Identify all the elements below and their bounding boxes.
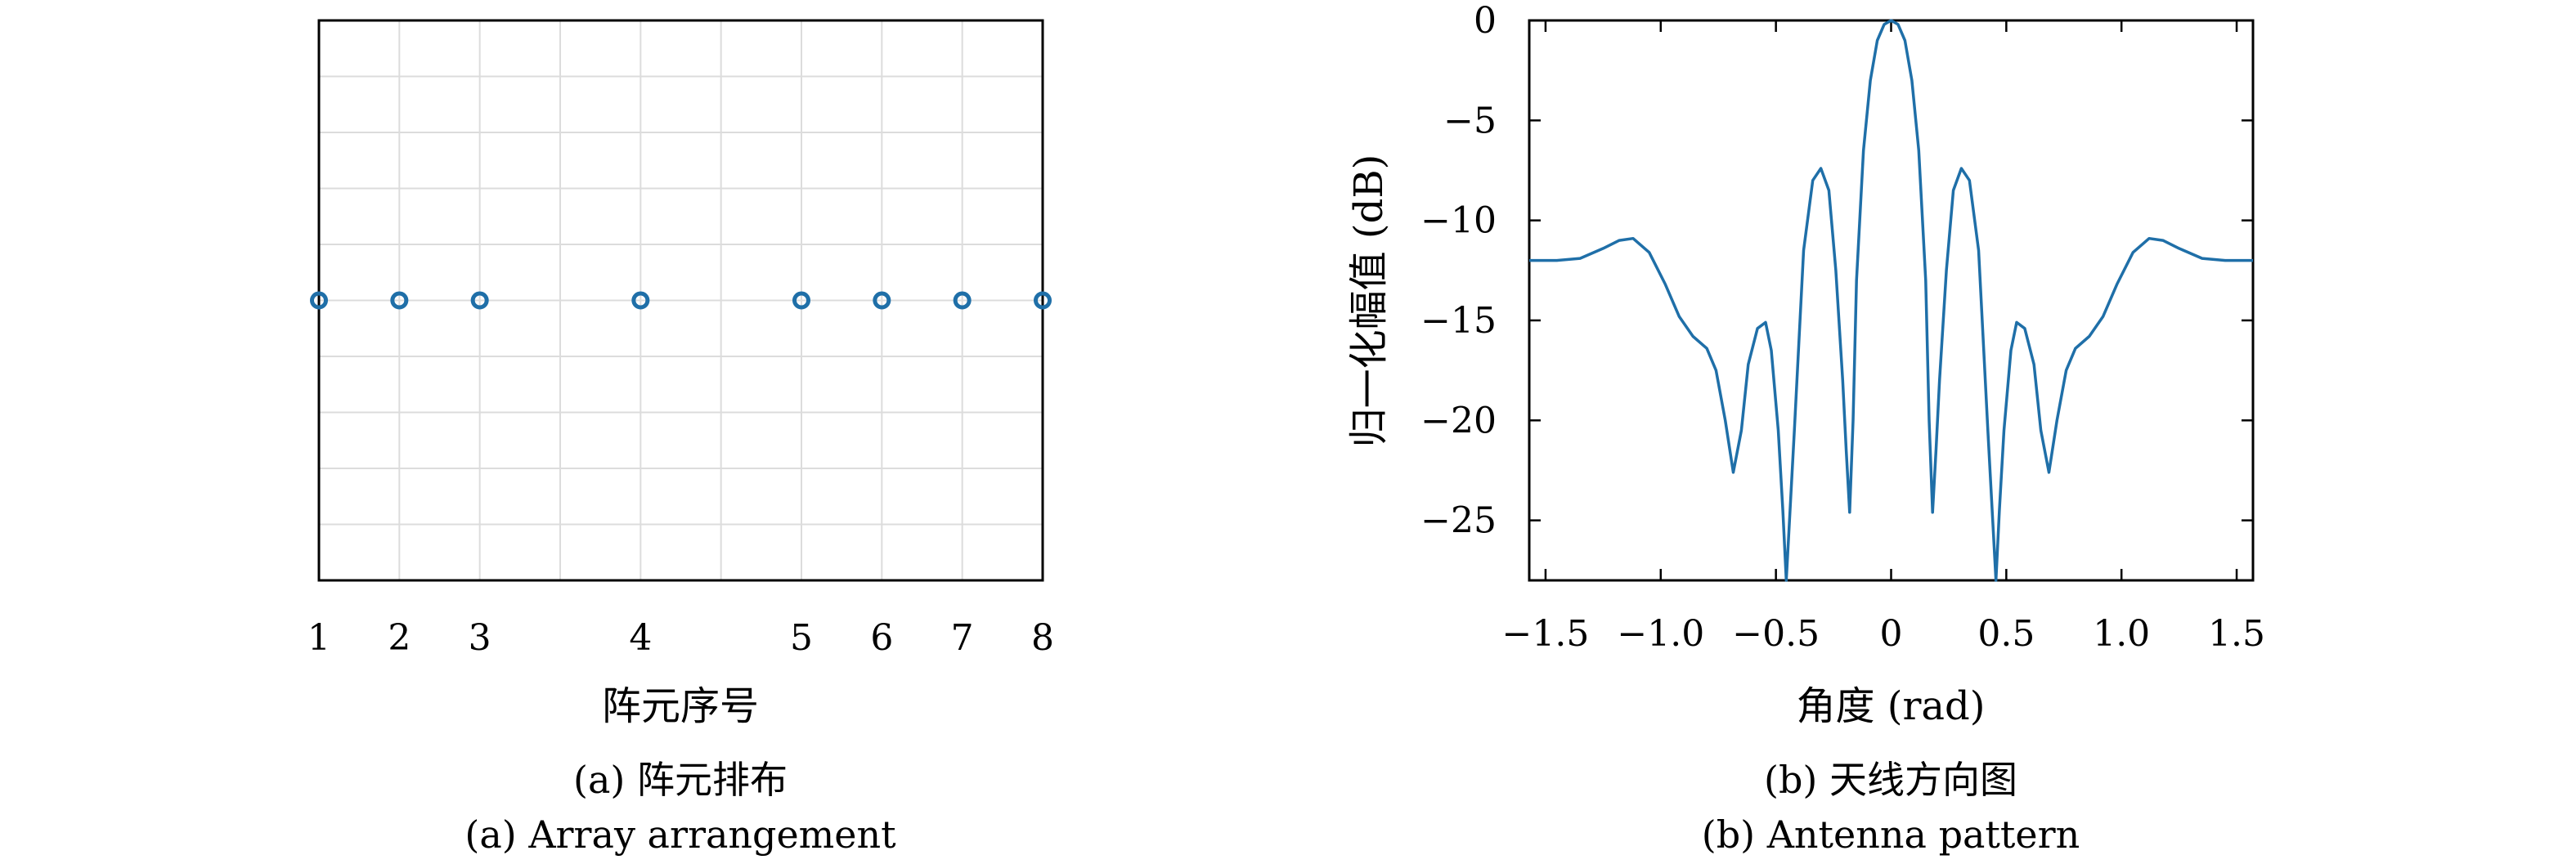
panel-a-element-marker	[390, 291, 409, 310]
panel-b-y-ticks: 0 −5 −10 −15 −20 −25	[1420, 0, 2253, 542]
panel-a-array-arrangement: 1 2 3 4 5 6 7 8 阵元序号 (a) 阵元排布 (a) Array arrange…	[307, 19, 1054, 857]
panel-a-element-marker	[953, 291, 972, 310]
panel-b-pattern-line	[1529, 19, 2253, 582]
panel-b-x-tick-label: 1.0	[2093, 613, 2150, 655]
panel-a-grid	[318, 20, 1043, 580]
panel-b-caption-en: (b) Antenna pattern	[1702, 813, 2080, 857]
panel-b-x-tick-label: −1.5	[1502, 613, 1590, 655]
panel-b-x-tick-label: 0.5	[1977, 613, 2035, 655]
panel-a-element-marker	[310, 291, 328, 310]
panel-a-x-tick-label: 1	[307, 617, 330, 659]
panel-b-caption-cn: (b) 天线方向图	[1764, 758, 2017, 802]
panel-a-x-axis-label: 阵元序号	[602, 683, 759, 729]
panel-a-axes-frame	[317, 19, 1044, 582]
panel-a-element-marker	[631, 291, 650, 310]
panel-a-element-markers	[310, 291, 1052, 310]
panel-a-x-tick-label: 3	[469, 617, 491, 659]
panel-b-axes-frame	[1528, 19, 2255, 582]
panel-a-x-ticks: 1 2 3 4 5 6 7 8	[307, 617, 1054, 659]
panel-a-element-marker	[470, 291, 489, 310]
panel-b-y-axis-label: 归一化幅值 (dB)	[1346, 154, 1392, 448]
panel-a-x-tick-label: 7	[951, 617, 974, 659]
panel-a-element-marker	[1034, 291, 1052, 310]
panel-a-element-marker	[792, 291, 810, 310]
panel-b-x-tick-label: 0	[1880, 613, 1903, 655]
panel-a-x-tick-label: 5	[790, 617, 813, 659]
panel-b-x-tick-label: −1.0	[1617, 613, 1704, 655]
panel-b-y-tick-label: −20	[1420, 400, 1497, 441]
panel-b-y-tick-label: −25	[1420, 500, 1497, 542]
panel-b-y-tick-label: −10	[1420, 200, 1497, 242]
panel-b-y-tick-label: −5	[1443, 100, 1497, 141]
panel-b-x-axis-label: 角度 (rad)	[1796, 683, 1985, 729]
panel-b-x-ticks: −1.5 −1.0 −0.5 0 0.5 1.0 1.5	[1502, 20, 2265, 655]
panel-a-x-tick-label: 2	[388, 617, 411, 659]
panel-a-x-tick-label: 8	[1031, 617, 1054, 659]
panel-b-y-tick-label: 0	[1474, 0, 1497, 42]
panel-a-caption-en: (a) Array arrangement	[464, 813, 896, 857]
panel-b-antenna-pattern: −1.5 −1.0 −0.5 0 0.5 1.0 1.5 0 −5 −10 −15 −20 −25 角…	[1346, 0, 2265, 857]
panel-a-caption-cn: (a) 阵元排布	[573, 758, 788, 802]
panel-a-x-tick-label: 4	[629, 617, 652, 659]
panel-a-element-marker	[873, 291, 891, 310]
panel-b-x-tick-label: 1.5	[2208, 613, 2265, 655]
panel-b-x-tick-label: −0.5	[1732, 613, 1820, 655]
panel-b-y-tick-label: −15	[1420, 300, 1497, 342]
panel-a-x-tick-label: 6	[870, 617, 893, 659]
